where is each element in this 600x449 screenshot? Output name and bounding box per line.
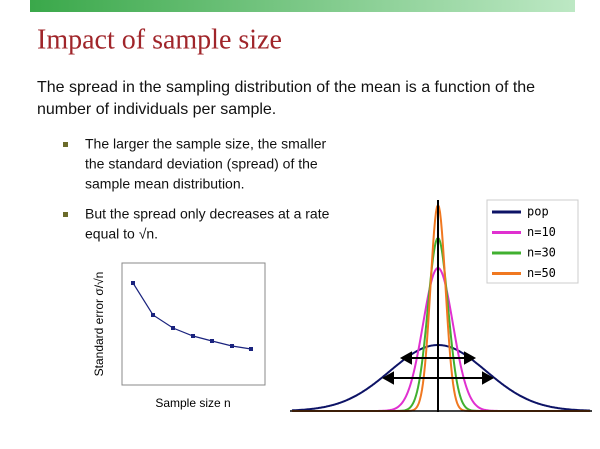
legend-label: n=10 — [527, 225, 556, 239]
bullet-marker — [63, 212, 68, 217]
small-chart-ylabel: Standard error σ/√n — [92, 272, 106, 377]
small-chart-frame — [121, 262, 266, 386]
bullet-marker — [63, 142, 68, 147]
bullet-line: the standard deviation (spread) of the — [85, 156, 318, 172]
se-curve — [132, 282, 252, 350]
bullet-line: But the spread only decreases at a rate — [85, 206, 330, 222]
legend-label: n=30 — [527, 246, 556, 260]
header-bar — [30, 0, 575, 12]
distribution-curve — [292, 266, 590, 412]
paragraph-line: number of individuals per sample. — [37, 101, 276, 118]
title: Impact of sample size — [37, 24, 282, 55]
legend-label: pop — [527, 205, 549, 219]
bullet-line: equal to √n. — [85, 226, 158, 242]
small-chart-xlabel: Sample size n — [155, 396, 230, 410]
spread-arrows — [381, 351, 495, 385]
paragraph-line: The spread in the sampling distribution … — [37, 79, 535, 96]
legend-box — [486, 199, 579, 284]
bullet-line: The larger the sample size, the smaller — [85, 136, 327, 152]
se-points — [131, 281, 253, 351]
bullet-line: sample mean distribution. — [85, 176, 245, 192]
legend-label: n=50 — [527, 266, 556, 280]
distribution-curve — [291, 344, 591, 412]
